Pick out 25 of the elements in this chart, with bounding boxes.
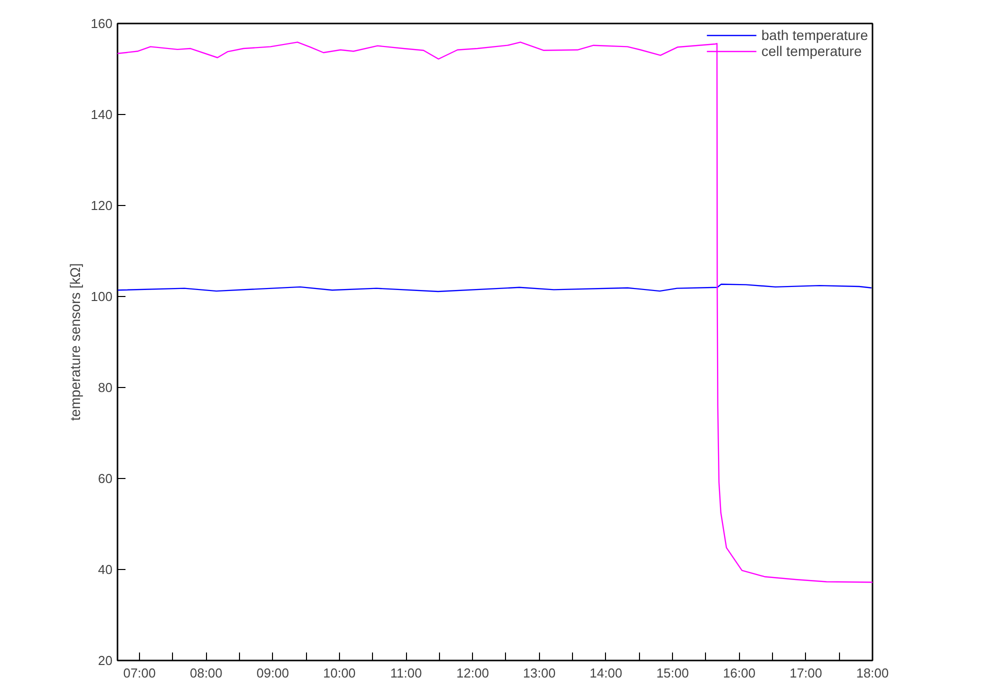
- y-axis-title: temperature sensors [kΩ]: [66, 263, 83, 421]
- y-tick-label: 100: [90, 289, 113, 304]
- y-tick-label: 140: [90, 107, 113, 122]
- x-tick-label: 11:00: [390, 666, 422, 680]
- line-series: [118, 42, 872, 583]
- x-tick-label: 09:00: [256, 666, 290, 680]
- legend-label: bath temperature: [761, 27, 868, 43]
- x-tick-label: 08:00: [190, 666, 222, 680]
- x-tick-label: 14:00: [590, 666, 622, 680]
- x-tick-label: 18:00: [856, 666, 889, 680]
- y-tick-label: 60: [98, 471, 113, 486]
- x-tick-label: 13:00: [523, 666, 556, 680]
- legend-label: cell temperature: [761, 43, 862, 59]
- y-tick-label: 80: [98, 380, 113, 395]
- y-tick-label: 20: [98, 653, 113, 668]
- x-tick-label: 10:00: [323, 666, 356, 680]
- x-tick-label: 16:00: [722, 666, 756, 680]
- x-tick-label: 12:00: [456, 666, 489, 680]
- y-tick-label: 160: [90, 16, 113, 31]
- line-series: [118, 284, 872, 292]
- y-tick-label: 120: [90, 198, 113, 213]
- x-tick-label: 15:00: [656, 666, 689, 680]
- y-tick-label: 40: [98, 562, 113, 577]
- x-tick-label: 17:00: [790, 666, 822, 680]
- x-tick-label: 07:00: [123, 666, 156, 680]
